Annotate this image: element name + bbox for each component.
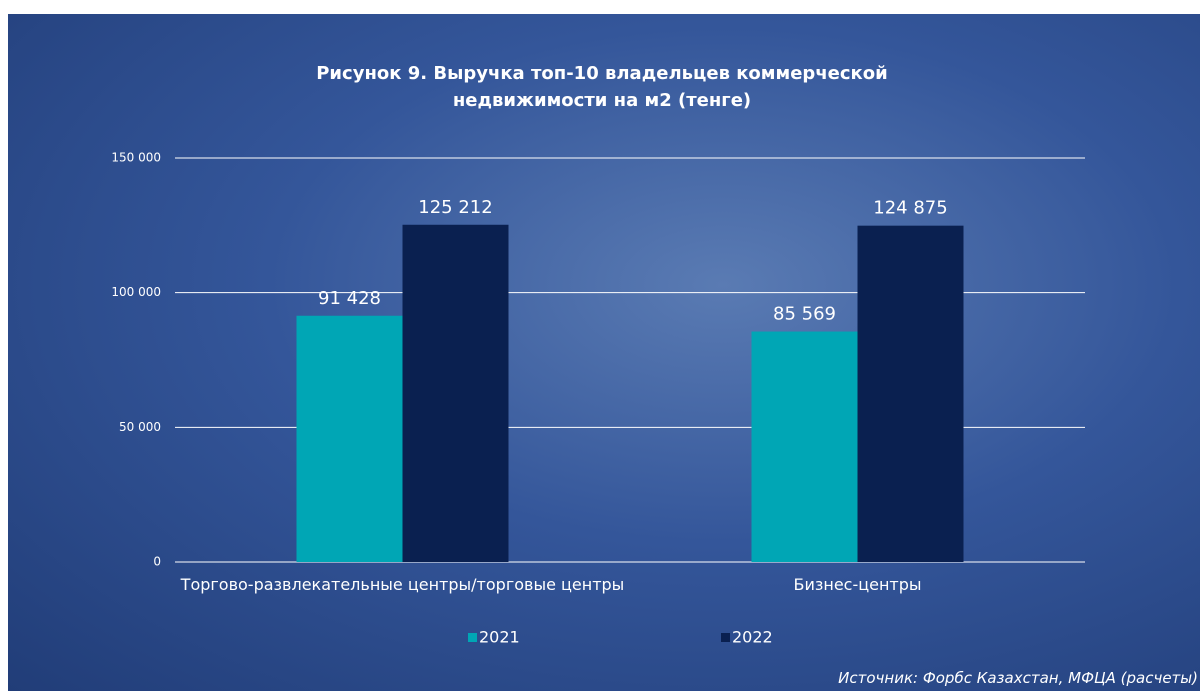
data-label: 91 428 [318,288,381,309]
x-tick-label: Торгово-развлекательные центры/торговые … [173,574,633,595]
legend-swatch [721,633,730,642]
legend-label: 2021 [479,628,520,647]
y-tick-label: 0 [153,555,161,569]
y-tick-label: 150 000 [111,151,161,165]
bar [297,316,403,562]
x-tick-label: Бизнес-центры [628,574,1088,595]
y-tick-label: 100 000 [111,285,161,299]
source-note: Источник: Форбс Казахстан, МФЦА (расчеты… [838,669,1198,687]
page: Рисунок 9. Выручка топ-10 владельцев ком… [0,0,1200,691]
bar [403,225,509,562]
legend-label: 2022 [732,628,773,647]
bar [752,332,858,562]
legend-swatch [468,633,477,642]
data-label: 85 569 [773,304,836,325]
bar [858,226,964,562]
data-label: 124 875 [873,198,947,219]
data-label: 125 212 [418,197,492,218]
y-tick-label: 50 000 [119,420,161,434]
